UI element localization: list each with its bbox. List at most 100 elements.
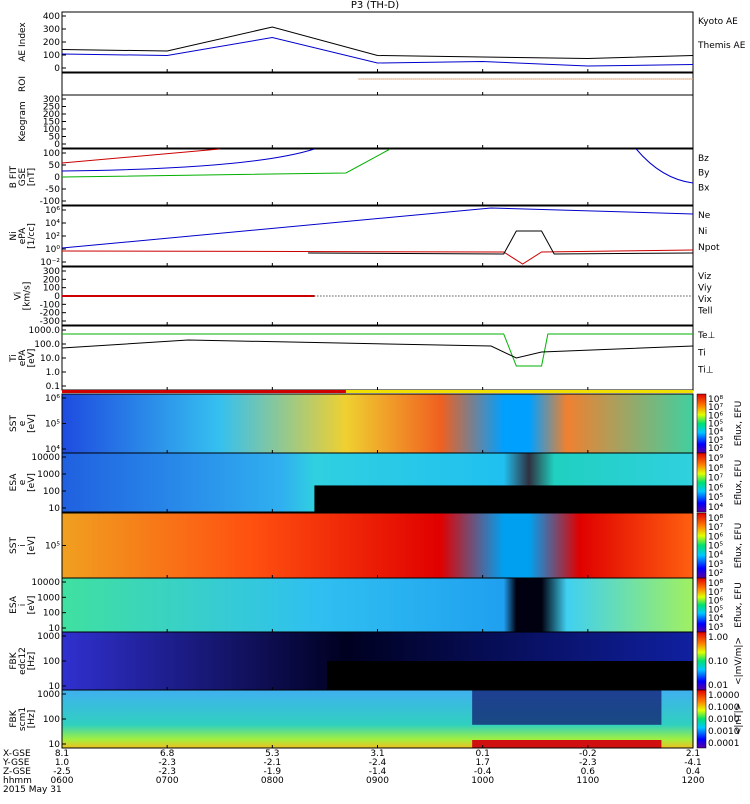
colorbar-tick-cb_fbk_b: 0.0100 — [708, 715, 740, 725]
ylabel-line-roi: ROI — [18, 76, 28, 92]
trace-ne — [61, 249, 694, 265]
trace-bx-late — [635, 148, 694, 184]
colorbar-tick-cb_fbk_b: 1.0000 — [708, 691, 740, 701]
panel-frame-roi — [61, 72, 694, 96]
ytick-label-vi: -200 — [40, 309, 61, 319]
spectrogram-esa-i — [62, 578, 693, 632]
colorbar-tick-cb_sst_i: 10⁷ — [708, 523, 723, 533]
ytick-label-ae: 0 — [54, 64, 60, 74]
ylabel-esa_i: ESA i [eV] — [9, 595, 37, 614]
xaxis-value-x: -0.2 — [579, 749, 597, 759]
xaxis-row-label: X-GSE — [3, 749, 31, 759]
ytick-label-esa_e: 10000 — [31, 453, 60, 463]
colorbar-tick-cb_esa_e: 10⁴ — [708, 503, 723, 513]
colorbar-tick-cb_esa_e: 10⁵ — [708, 493, 723, 503]
ytick-label-bfit: -50 — [45, 185, 60, 195]
spectrogram-sst-e — [62, 394, 693, 453]
colorbar-cb_esa_i — [696, 577, 707, 633]
xaxis-value-z: -2.5 — [53, 767, 71, 777]
ylabel-line-ni: ePA — [18, 227, 28, 244]
ylabel-line-sst_i: [eV] — [27, 536, 37, 555]
ylabel-sst_i: SST i [eV] — [9, 536, 37, 555]
xaxis-value-x: 2.1 — [686, 749, 700, 759]
ytick-label-esa_e: 1000 — [37, 470, 60, 480]
panel-frame-ti — [61, 325, 694, 391]
colorbar-label-text-cb_fbk_b: <|nT|> — [734, 703, 744, 735]
xaxis-row-label: Z-GSE — [3, 767, 31, 777]
legend-ti: Ti — [697, 348, 706, 358]
ytick-label-vi: 100 — [43, 284, 60, 294]
legend-ni: Ne — [698, 211, 711, 221]
ytick-label-fbk_e: 1000 — [37, 632, 60, 642]
colorbar-tick-cb_esa_i: 10³ — [708, 623, 723, 633]
ytick-label-ae: 400 — [43, 12, 60, 22]
colorbar-tick-cb_sst_i: 10⁸ — [708, 514, 723, 524]
xaxis-value-x: 8.1 — [55, 749, 69, 759]
ytick-label-ti: 10.0 — [40, 354, 60, 364]
ylabel-line-sst_e: [eV] — [27, 414, 37, 433]
xaxis-value-y: -2.1 — [264, 758, 282, 768]
legend-ti: Te⊥ — [697, 331, 716, 341]
xaxis-value-t: 1100 — [576, 776, 599, 786]
xaxis-value-t: 0800 — [261, 776, 284, 786]
xaxis-value-y: -2.4 — [369, 758, 387, 768]
ylabel-line-sst_i: SST — [9, 537, 19, 554]
ytick-label-esa_e: 100 — [43, 487, 60, 497]
legend-bfit: By — [698, 169, 710, 179]
colorbar-tick-cb_esa_i: 10⁶ — [708, 597, 723, 607]
xaxis-value-z: 0.6 — [581, 767, 596, 777]
ylabel-line-fbk_b: [Hz] — [27, 710, 37, 729]
series-line-kyoto-ae — [61, 36, 694, 67]
ytick-label-keogram: 250 — [43, 103, 60, 113]
esa-e-lowband — [314, 485, 693, 512]
trace-by — [61, 148, 391, 178]
ytick-label-vi: -300 — [40, 317, 61, 327]
panel-sst_i: 10⁵ SST i [eV] — [9, 512, 694, 579]
colorbar-label-text-cb_esa_e: Eflux, EFU — [734, 460, 744, 506]
colorbar-tick-cb_fbk_b: 0.1000 — [708, 703, 740, 713]
ylabel-line-ti: ePA — [18, 349, 28, 366]
colorbar-tick-cb_sst_e: 10³ — [708, 436, 723, 446]
colorbar-label-text-cb_sst_i: Eflux, EFU — [734, 523, 744, 569]
ytick-label-sst_i: 10⁵ — [45, 542, 60, 552]
xaxis-row-label: 2015 May 31 — [3, 785, 62, 795]
xaxis-value-x: 3.1 — [370, 749, 384, 759]
legend-bfit: Bz — [698, 154, 709, 164]
xaxis-value-t: 1200 — [682, 776, 705, 786]
ylabel-vi: Vi [km/s] — [14, 282, 33, 311]
xaxis-value-y: 1.0 — [55, 758, 70, 768]
ytick-label-ti: 0.1 — [46, 382, 60, 392]
ylabel-line-ti: Ti — [9, 354, 19, 363]
panel-sst_e: 10⁶ 10⁵ 10⁴ SST e [eV] — [9, 393, 694, 455]
ylabel-line-fbk_e: FBK — [9, 651, 19, 669]
colorbar-label-cb_esa_e: Eflux, EFU — [734, 460, 744, 506]
ytick-label-keogram: 300 — [43, 95, 60, 105]
colorbar-tick-cb_esa_e: 10⁹ — [708, 454, 723, 464]
colorbar-tick-cb_sst_e: 10⁷ — [708, 403, 723, 413]
ylabel-bfit: B FIT GSE [nT] — [9, 165, 37, 188]
ytick-label-fbk_b: 100 — [43, 715, 60, 725]
colorbar-tick-cb_sst_i: 10² — [708, 569, 723, 579]
colorbar-tick-cb_fbk_e: 1.00 — [708, 633, 728, 643]
xaxis-value-z: -2.3 — [158, 767, 176, 777]
colorbar-tick-cb_esa_i: 10⁸ — [708, 579, 723, 589]
ylabel-line-esa_e: e — [18, 479, 28, 485]
ytick-label-ni: 10⁻² — [40, 258, 60, 268]
panel-frame-ni — [61, 205, 694, 267]
panel-ae: 400 300 200 100 0 AE Index Kyoto AE Themis AE — [18, 11, 746, 74]
ytick-label-ti: 100.0 — [34, 340, 60, 350]
xaxis-value-z: -1.4 — [369, 767, 387, 777]
legend-ae: Themis AE — [697, 41, 746, 51]
ytick-label-fbk_b: 1000 — [37, 690, 60, 700]
panel-roi: ROI — [18, 72, 694, 96]
colorbar-label-cb_esa_i: Eflux, EFU — [734, 582, 744, 628]
colorbar-tick-cb_sst_i: 10³ — [708, 560, 723, 570]
ytick-label-vi: 300 — [43, 267, 60, 277]
trace-bx — [61, 148, 315, 172]
xaxis-value-t: 0600 — [51, 776, 74, 786]
fbk-b-red — [472, 740, 662, 748]
xaxis-value-x: 0.1 — [476, 749, 490, 759]
